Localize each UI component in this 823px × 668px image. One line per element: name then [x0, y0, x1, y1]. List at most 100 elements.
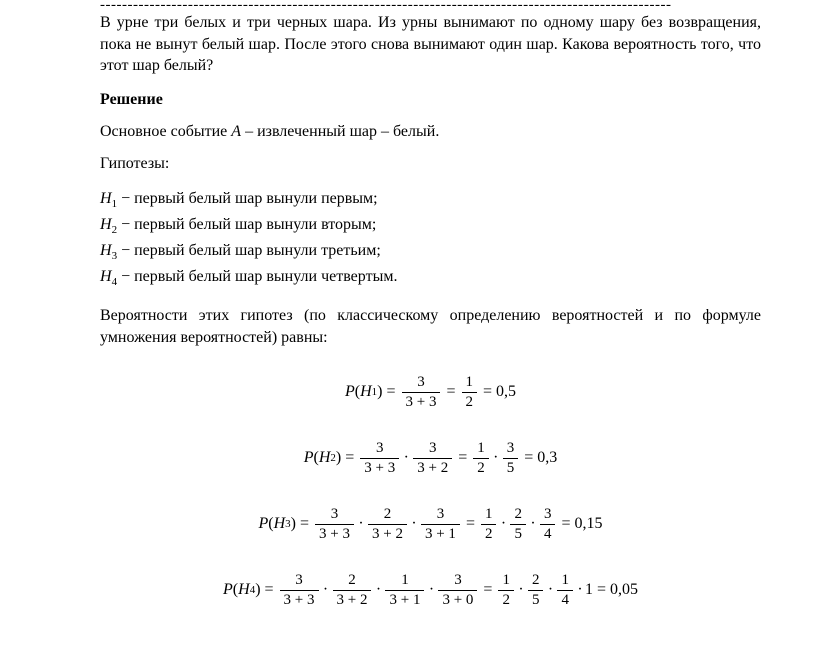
equals: = — [341, 449, 358, 467]
equals: = — [520, 449, 537, 467]
fraction: 33 + 3 — [402, 374, 441, 410]
probabilities-intro: Вероятности этих гипотез (по классическо… — [100, 305, 761, 348]
equals: = — [593, 581, 610, 599]
frac-num: 1 — [481, 506, 497, 524]
frac-den: 2 — [498, 590, 514, 609]
hyp-symbol: H — [100, 216, 112, 233]
frac-den: 3 + 2 — [368, 524, 407, 543]
frac-den: 4 — [557, 590, 573, 609]
hyp-symbol: H — [100, 190, 112, 207]
frac-num: 2 — [380, 506, 396, 524]
fraction: 12 — [498, 572, 514, 608]
frac-den: 3 + 1 — [385, 590, 424, 609]
solution-heading: Решение — [100, 91, 761, 109]
func-p: P — [345, 383, 355, 401]
frac-den: 3 + 3 — [402, 392, 441, 411]
mult-dot: ∙ — [516, 581, 526, 599]
formula-p-h1: P(H1) = 33 + 3 = 12 = 0,5 — [100, 374, 761, 410]
equals: = — [462, 515, 479, 533]
frac-den: 3 + 1 — [421, 524, 460, 543]
fraction: 34 — [540, 506, 556, 542]
frac-den: 3 + 3 — [280, 590, 319, 609]
fraction: 12 — [481, 506, 497, 542]
hyp-h: H — [238, 581, 250, 599]
frac-den: 3 + 2 — [413, 458, 452, 477]
func-p: P — [259, 515, 269, 533]
equals: = — [454, 449, 471, 467]
hyp-text: − первый белый шар вынули четвертым. — [117, 268, 397, 285]
frac-num: 1 — [498, 572, 514, 590]
fraction: 23 + 2 — [368, 506, 407, 542]
fraction: 13 + 1 — [385, 572, 424, 608]
mult-dot: ∙ — [498, 515, 508, 533]
fraction: 33 + 3 — [315, 506, 354, 542]
fraction: 12 — [473, 440, 489, 476]
frac-den: 3 + 2 — [333, 590, 372, 609]
frac-num: 3 — [503, 440, 519, 458]
hypothesis-row: H4 − первый белый шар вынули четвертым. — [100, 265, 761, 291]
fraction: 33 + 0 — [438, 572, 477, 608]
hyp-symbol: H — [100, 268, 112, 285]
hypotheses-heading: Гипотезы: — [100, 155, 761, 173]
main-event-post: – извлеченный шар – белый. — [241, 123, 439, 140]
separator-line: ----------------------------------------… — [100, 0, 761, 10]
fraction: 33 + 1 — [421, 506, 460, 542]
fraction: 35 — [503, 440, 519, 476]
event-variable: A — [231, 123, 241, 140]
fraction: 33 + 2 — [413, 440, 452, 476]
frac-den: 5 — [510, 524, 526, 543]
formula-p-h2: P(H2) = 33 + 3 ∙ 33 + 2 = 12 ∙ 35 = 0,3 — [100, 440, 761, 476]
frac-num: 3 — [450, 572, 466, 590]
frac-num: 3 — [433, 506, 449, 524]
frac-den: 3 + 3 — [315, 524, 354, 543]
mult-dot: ∙ — [545, 581, 555, 599]
formula-p-h3: P(H3) = 33 + 3 ∙ 23 + 2 ∙ 33 + 1 = 12 ∙ … — [100, 506, 761, 542]
frac-den: 2 — [481, 524, 497, 543]
hypotheses-list: H1 − первый белый шар вынули первым; H2 … — [100, 187, 761, 292]
equals: = — [479, 581, 496, 599]
mult-dot: ∙ — [575, 581, 585, 599]
result: 0,05 — [610, 581, 638, 599]
main-event-line: Основное событие A – извлеченный шар – б… — [100, 123, 761, 141]
func-p: P — [304, 449, 314, 467]
hyp-symbol: H — [100, 242, 112, 259]
frac-den: 2 — [473, 458, 489, 477]
mult-dot: ∙ — [321, 581, 331, 599]
mult-dot: ∙ — [426, 581, 436, 599]
fraction: 14 — [557, 572, 573, 608]
problem-statement: В урне три белых и три черных шара. Из у… — [100, 12, 761, 77]
fraction: 23 + 2 — [333, 572, 372, 608]
frac-num: 2 — [344, 572, 360, 590]
frac-num: 3 — [425, 440, 441, 458]
hypothesis-row: H2 − первый белый шар вынули вторым; — [100, 213, 761, 239]
equals: = — [296, 515, 313, 533]
frac-num: 2 — [510, 506, 526, 524]
mult-dot: ∙ — [491, 449, 501, 467]
fraction: 25 — [510, 506, 526, 542]
frac-num: 3 — [291, 572, 307, 590]
mult-dot: ∙ — [356, 515, 366, 533]
frac-num: 1 — [462, 374, 478, 392]
document-page: ----------------------------------------… — [0, 0, 823, 668]
frac-den: 5 — [503, 458, 519, 477]
frac-num: 3 — [540, 506, 556, 524]
frac-den: 2 — [462, 392, 478, 411]
equals: = — [557, 515, 574, 533]
hyp-text: − первый белый шар вынули третьим; — [117, 242, 381, 259]
frac-den: 3 + 3 — [360, 458, 399, 477]
result: 0,5 — [496, 383, 516, 401]
fraction: 12 — [462, 374, 478, 410]
result: 0,15 — [575, 515, 603, 533]
frac-num: 2 — [528, 572, 544, 590]
frac-num: 1 — [397, 572, 413, 590]
hypothesis-row: H1 − первый белый шар вынули первым; — [100, 187, 761, 213]
hyp-h: H — [360, 383, 372, 401]
frac-num: 1 — [557, 572, 573, 590]
func-p: P — [223, 581, 233, 599]
hypothesis-row: H3 − первый белый шар вынули третьим; — [100, 239, 761, 265]
hyp-text: − первый белый шар вынули первым; — [117, 190, 378, 207]
frac-den: 3 + 0 — [438, 590, 477, 609]
equals: = — [261, 581, 278, 599]
main-event-pre: Основное событие — [100, 123, 231, 140]
frac-den: 4 — [540, 524, 556, 543]
